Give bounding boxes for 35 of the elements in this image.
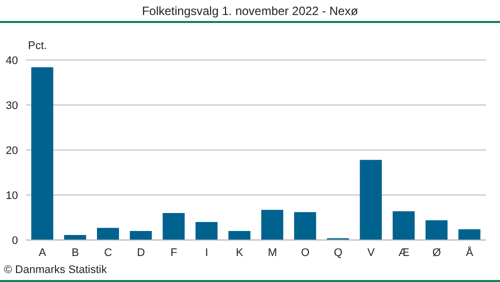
bar: [64, 235, 86, 240]
text: © Danmarks Statistik: [4, 264, 107, 276]
bar: [228, 231, 250, 240]
x-tick-label: V: [367, 246, 376, 259]
x-tick-label: Æ: [398, 246, 410, 259]
x-tick-label: A: [38, 246, 47, 259]
x-tick-label: O: [301, 246, 310, 259]
y-tick-label: 10: [6, 190, 18, 202]
bar: [31, 67, 54, 240]
x-tick-label: Å: [466, 246, 474, 259]
x-tick-label: F: [170, 246, 178, 259]
bar: [392, 211, 415, 240]
bar: [96, 228, 119, 240]
y-tick-label: 40: [6, 54, 18, 67]
bar: [294, 212, 316, 240]
x-tick-label: B: [72, 246, 79, 259]
bar: [130, 231, 152, 240]
bar: [162, 213, 185, 240]
y-tick-label: 20: [6, 144, 18, 157]
x-tick-label: Ø: [432, 246, 442, 259]
bar: [196, 222, 218, 240]
x-tick-label: M: [268, 246, 278, 259]
chart-title: Folketingsvalg 1. november 2022 - Nexø: [140, 4, 360, 18]
x-tick-label: C: [104, 246, 112, 259]
y-tick-label: 30: [6, 100, 18, 112]
bar: [261, 210, 284, 240]
x-tick-label: Q: [334, 246, 343, 259]
bar: [360, 160, 382, 240]
x-tick-label: I: [205, 246, 208, 259]
y-axis-title: Pct.: [28, 40, 47, 52]
y-tick-label: 0: [12, 234, 18, 247]
x-tick-label: D: [137, 246, 146, 259]
x-tick-label: K: [236, 246, 244, 259]
bar: [426, 220, 448, 240]
bar: [458, 229, 480, 240]
